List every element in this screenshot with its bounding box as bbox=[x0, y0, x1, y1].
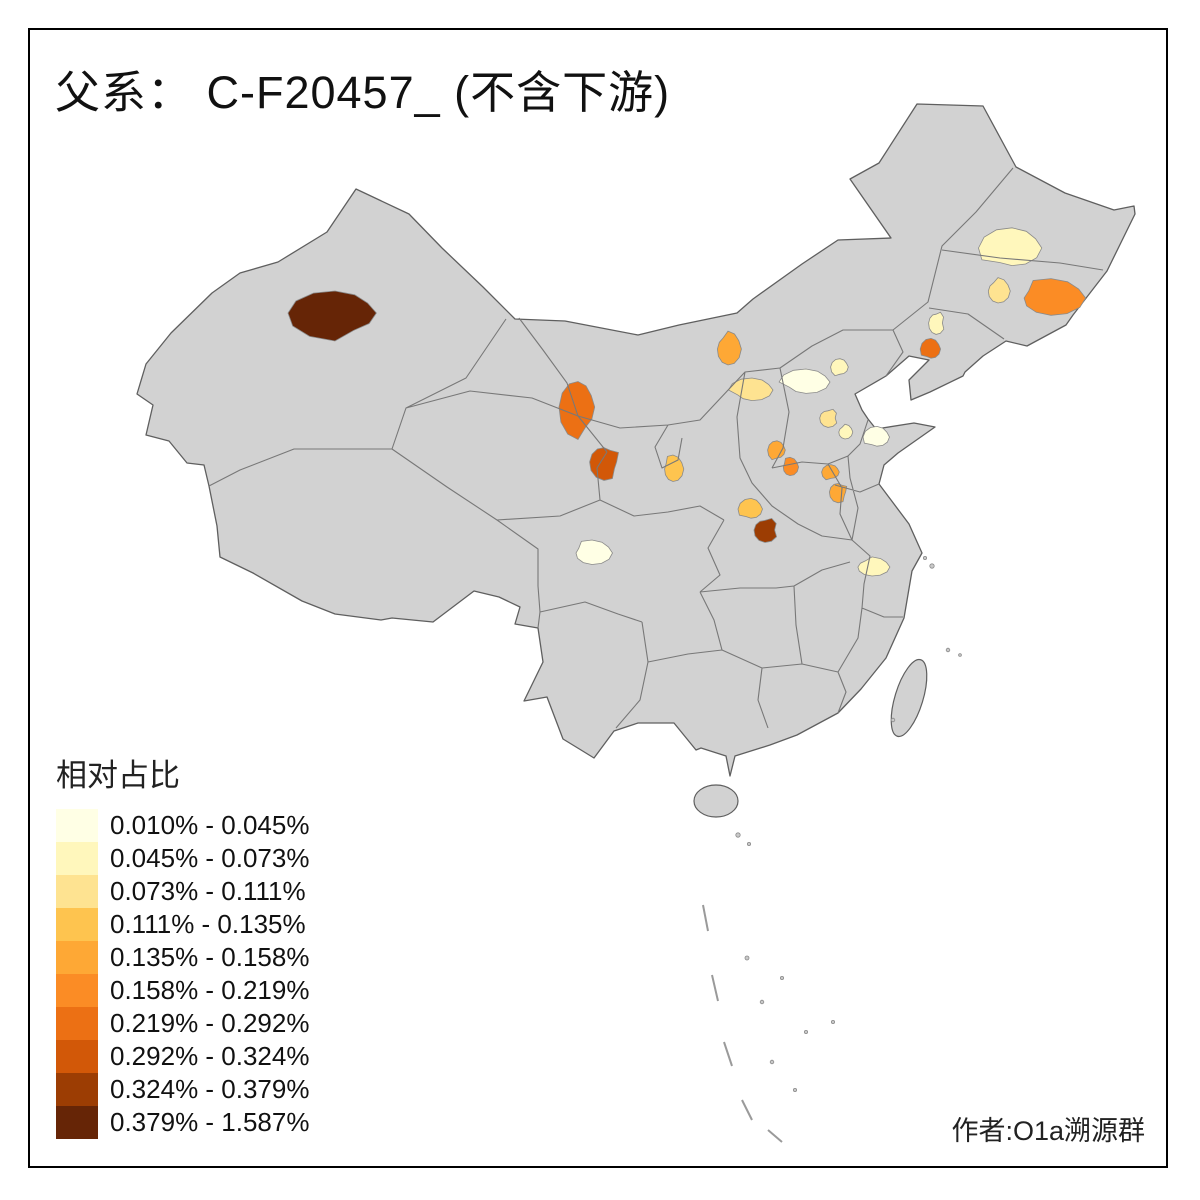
plot-frame bbox=[28, 28, 1168, 1168]
legend-item: 0.135% - 0.158% bbox=[56, 941, 309, 974]
island-mark bbox=[945, 647, 951, 653]
sea-dash bbox=[702, 904, 709, 932]
legend-item: 0.073% - 0.111% bbox=[56, 875, 309, 908]
sea-dash bbox=[741, 1099, 753, 1121]
legend-item: 0.292% - 0.324% bbox=[56, 1040, 309, 1073]
mainland-china-outline bbox=[136, 103, 1136, 777]
region-henan-west bbox=[737, 497, 763, 519]
island-mark bbox=[958, 653, 962, 657]
legend-title: 相对占比 bbox=[56, 758, 180, 793]
region-inner-mongolia-middle bbox=[716, 330, 742, 366]
hainan-island bbox=[693, 784, 739, 818]
legend-label: 0.219% - 0.292% bbox=[110, 1008, 310, 1038]
island-mark bbox=[923, 556, 928, 561]
island-mark bbox=[831, 1020, 836, 1025]
sea-islands bbox=[702, 556, 962, 1143]
legend-swatch bbox=[56, 1007, 98, 1040]
region-henan-north bbox=[782, 456, 800, 477]
legend-swatch bbox=[56, 1040, 98, 1073]
legend-item: 0.158% - 0.219% bbox=[56, 974, 309, 1007]
region-gansu-southeast bbox=[589, 447, 619, 481]
region-xinjiang-north bbox=[287, 290, 377, 342]
legend-label: 0.135% - 0.158% bbox=[110, 942, 310, 972]
legend-item: 0.045% - 0.073% bbox=[56, 842, 309, 875]
region-hebei-northwest bbox=[778, 368, 831, 394]
island-mark bbox=[744, 955, 750, 961]
legend-label: 0.158% - 0.219% bbox=[110, 975, 310, 1005]
legend: 相对占比 0.010% - 0.045% 0.045% - 0.073% 0.0… bbox=[56, 750, 309, 1139]
region-liaoning-north bbox=[928, 311, 945, 335]
legend-label: 0.045% - 0.073% bbox=[110, 843, 310, 873]
region-anhui-south bbox=[857, 556, 891, 577]
legend-swatch bbox=[56, 908, 98, 941]
legend-item: 0.324% - 0.379% bbox=[56, 1073, 309, 1106]
legend-swatch bbox=[56, 842, 98, 875]
legend-swatch bbox=[56, 1073, 98, 1106]
region-hebei-middle bbox=[819, 408, 838, 428]
legend-item: 0.010% - 0.045% bbox=[56, 809, 309, 842]
legend-label: 0.292% - 0.324% bbox=[110, 1041, 310, 1071]
island-mark bbox=[759, 999, 765, 1005]
legend-label: 0.073% - 0.111% bbox=[110, 876, 306, 906]
island-mark bbox=[929, 563, 935, 569]
island-mark bbox=[890, 717, 896, 723]
region-henan-southwest bbox=[753, 517, 778, 543]
island-mark bbox=[780, 976, 785, 981]
legend-item: 0.111% - 0.135% bbox=[56, 908, 309, 941]
legend-label: 0.324% - 0.379% bbox=[110, 1074, 310, 1104]
region-hebei-northeast bbox=[830, 358, 849, 377]
legend-swatch bbox=[56, 809, 98, 842]
legend-item: 0.219% - 0.292% bbox=[56, 1007, 309, 1040]
island-mark bbox=[793, 1088, 798, 1093]
legend-label: 0.111% - 0.135% bbox=[110, 909, 306, 939]
legend-swatch bbox=[56, 941, 98, 974]
region-liaoning-central bbox=[919, 337, 942, 359]
island-mark bbox=[735, 832, 741, 838]
legend-label: 0.379% - 1.587% bbox=[110, 1107, 310, 1137]
page-title: 父系： C-F20457_ (不含下游) bbox=[55, 67, 671, 118]
region-shandong-north bbox=[862, 425, 890, 447]
legend-swatch bbox=[56, 1106, 98, 1139]
region-jilin-central bbox=[987, 277, 1011, 304]
taiwan-island bbox=[890, 658, 928, 738]
island-mark bbox=[747, 842, 752, 847]
island-mark bbox=[769, 1059, 775, 1065]
legend-item: 0.379% - 1.587% bbox=[56, 1106, 309, 1139]
legend-swatch bbox=[56, 875, 98, 908]
sea-dash bbox=[723, 1041, 733, 1067]
region-sichuan-northwest bbox=[575, 539, 613, 565]
province-borders bbox=[208, 167, 1104, 729]
region-heilongjiang-central bbox=[978, 227, 1043, 267]
legend-swatch bbox=[56, 974, 98, 1007]
sea-dash bbox=[711, 974, 719, 1002]
sea-dash bbox=[767, 1129, 783, 1143]
region-shanxi-southeast bbox=[767, 440, 786, 461]
legend-label: 0.010% - 0.045% bbox=[110, 810, 310, 840]
island-mark bbox=[804, 1030, 809, 1035]
author-credit: 作者:O1a溯源群 bbox=[951, 1116, 1145, 1146]
region-hebei-south bbox=[838, 423, 854, 440]
region-jilin-east bbox=[1023, 278, 1087, 316]
